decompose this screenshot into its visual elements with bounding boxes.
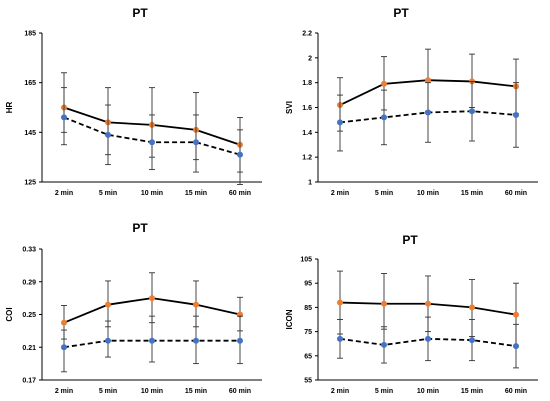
chart-panel-hr: PT HR 125 145 165 185 2 min 5 min 10 min 15 min 60…	[5, 6, 262, 197]
series-solid-point	[381, 80, 387, 87]
series-dashed-point	[105, 131, 111, 138]
chart-panel-coi: PT COI 0.17 0.21 0.25 0.29 0.33 2 min 5 min 10 mi…	[5, 221, 262, 395]
x-tick-label: 15 min	[461, 190, 483, 197]
y-tick-label: 1	[308, 180, 312, 187]
x-tick-label: 5 min	[99, 388, 117, 395]
x-tick-label: 60 min	[505, 190, 527, 197]
y-tick-label: 145	[24, 130, 36, 137]
chart-title: PT	[132, 221, 148, 235]
series-dashed-point	[193, 337, 199, 344]
y-tick-label: 0.21	[22, 345, 36, 352]
y-tick-label: 2.2	[302, 31, 312, 38]
x-tick-label: 10 min	[417, 190, 439, 197]
series-solid-point	[149, 295, 155, 302]
y-tick-label: 75	[304, 329, 312, 336]
y-tick-label: 0.17	[22, 378, 36, 385]
y-tick-label: 1.6	[302, 105, 312, 112]
y-axis-label: SVI	[285, 101, 294, 114]
series-dashed-point	[149, 337, 155, 344]
y-tick-label: 1.4	[302, 130, 312, 137]
series-solid-point	[193, 301, 199, 308]
y-tick-label: 105	[300, 257, 312, 264]
y-tick-label: 185	[24, 31, 36, 38]
y-tick-label: 2	[308, 55, 312, 62]
y-axis-label: ICON	[285, 309, 294, 329]
x-tick-label: 2 min	[331, 190, 349, 197]
x-tick-label: 60 min	[229, 388, 251, 395]
series-solid-point	[469, 304, 475, 311]
x-tick-label: 10 min	[141, 388, 163, 395]
series-dashed-point	[469, 337, 475, 344]
x-tick-label: 15 min	[185, 388, 207, 395]
x-tick-label: 2 min	[55, 388, 73, 395]
series-dashed-point	[425, 335, 431, 342]
chart-title: PT	[132, 6, 148, 20]
y-tick-label: 85	[304, 305, 312, 312]
x-tick-label: 60 min	[229, 190, 251, 197]
y-tick-label: 125	[24, 180, 36, 187]
y-tick-label: 0.29	[22, 279, 36, 286]
series-dashed-point	[149, 139, 155, 146]
chart-title: PT	[402, 233, 418, 247]
series-dashed-point	[61, 114, 67, 121]
series-dashed-point	[237, 151, 243, 158]
chart-panel-svi: PT SVI 1 1.2 1.4 1.6 1.8 2 2.2 2 min 5 min 10 min 15…	[285, 6, 538, 197]
chart-title: PT	[393, 6, 409, 20]
x-tick-label: 2 min	[55, 190, 73, 197]
x-tick-label: 10 min	[141, 190, 163, 197]
x-tick-label: 5 min	[99, 190, 117, 197]
y-tick-label: 55	[304, 378, 312, 385]
series-dashed-point	[425, 109, 431, 116]
x-tick-label: 15 min	[185, 190, 207, 197]
series-solid-point	[381, 300, 387, 307]
x-tick-label: 60 min	[505, 388, 527, 395]
series-dashed-point	[469, 108, 475, 115]
series-solid-point	[425, 300, 431, 307]
series-solid-point	[61, 319, 67, 326]
y-tick-label: 0.33	[22, 247, 36, 254]
y-axis-label: COI	[5, 307, 14, 321]
series-dashed-point	[381, 114, 387, 121]
x-tick-label: 5 min	[375, 190, 393, 197]
series-dashed-point	[513, 111, 519, 118]
y-tick-label: 1.8	[302, 80, 312, 87]
y-axis-label: HR	[5, 102, 14, 114]
series-dashed-point	[105, 337, 111, 344]
chart-panel-icon: PT ICON 55 65 75 85 95 105 2 min 5 min 10 min 15 mi…	[285, 233, 538, 395]
series-dashed-point	[237, 337, 243, 344]
series-solid-point	[105, 301, 111, 308]
x-tick-label: 5 min	[375, 388, 393, 395]
x-tick-label: 15 min	[461, 388, 483, 395]
series-solid-point	[337, 299, 343, 306]
x-tick-label: 2 min	[331, 388, 349, 395]
series-dashed-point	[381, 341, 387, 348]
series-solid-point	[513, 311, 519, 318]
y-tick-label: 65	[304, 353, 312, 360]
series-dashed-point	[61, 344, 67, 351]
y-tick-label: 1.2	[302, 155, 312, 162]
series-solid-point	[425, 77, 431, 84]
series-dashed-point	[193, 139, 199, 146]
y-tick-label: 95	[304, 281, 312, 288]
x-tick-label: 10 min	[417, 388, 439, 395]
series-dashed-point	[337, 335, 343, 342]
series-dashed-point	[337, 119, 343, 126]
series-dashed-point	[513, 343, 519, 350]
y-tick-label: 0.25	[22, 312, 36, 319]
y-tick-label: 165	[24, 80, 36, 87]
